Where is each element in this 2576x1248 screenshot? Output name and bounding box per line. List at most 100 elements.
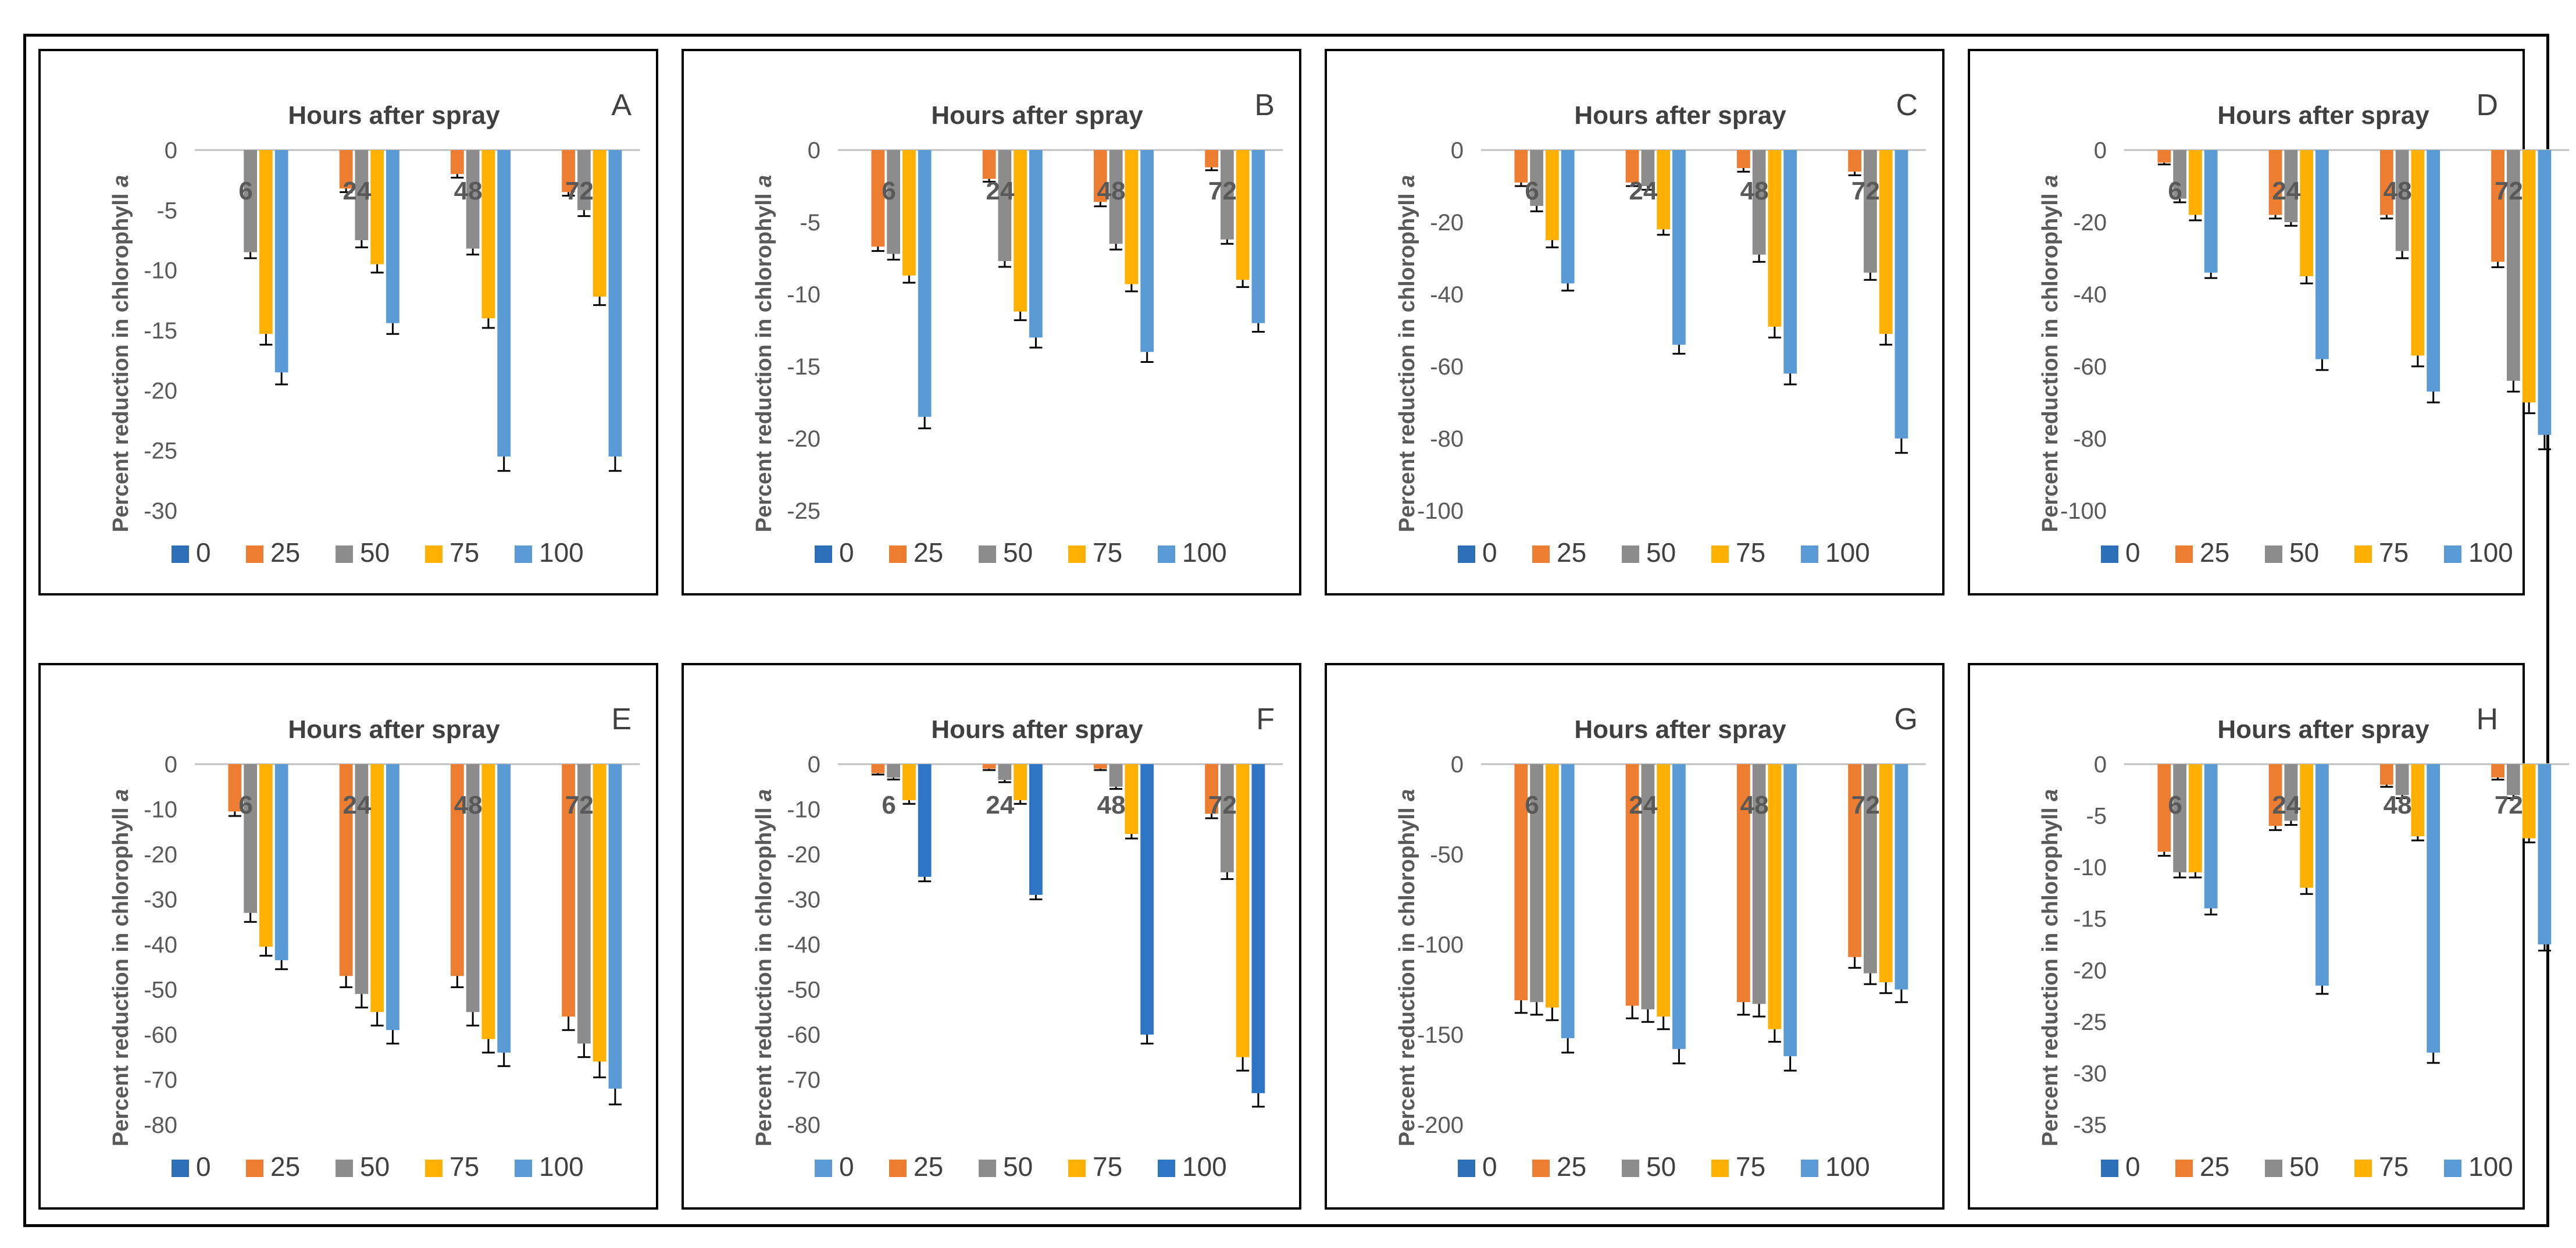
error-bar — [1783, 373, 1797, 386]
bar-25-72h — [2491, 150, 2504, 262]
legend-swatch-25 — [246, 545, 263, 563]
bar-25-72h — [1205, 764, 1218, 814]
error-bar — [2284, 821, 2297, 826]
bar-25-48h — [1736, 150, 1750, 168]
bar-75-72h — [593, 150, 606, 297]
legend-swatch-50 — [1622, 1160, 1639, 1177]
y-tick-label: -100 — [1417, 498, 1464, 524]
panel-letter: A — [611, 88, 631, 122]
y-tick-label: -100 — [1417, 932, 1464, 958]
legend-label-75: 75 — [2379, 1151, 2409, 1182]
bar-100-6h — [1561, 150, 1575, 284]
chart-title: Hours after spray — [2217, 715, 2429, 744]
error-bar — [2157, 851, 2171, 857]
bar-50-24h — [355, 150, 369, 240]
y-tick-label: -10 — [2073, 855, 2107, 880]
bar-50-6h — [2173, 150, 2187, 199]
chart-title: Hours after spray — [1574, 715, 1786, 744]
legend-swatch-0 — [1458, 1160, 1475, 1177]
legend-swatch-25 — [1532, 545, 1550, 563]
legend-label-75: 75 — [1093, 537, 1122, 568]
y-tick-label: -80 — [787, 1112, 820, 1138]
error-bar — [2204, 908, 2218, 916]
bar-50-24h — [1641, 150, 1655, 186]
y-tick-label: -70 — [787, 1068, 820, 1093]
error-bar — [386, 323, 399, 335]
error-bar — [1737, 168, 1750, 173]
y-tick-label: -50 — [144, 978, 177, 1003]
legend-swatch-75 — [2354, 545, 2372, 563]
legend-label-0: 0 — [1482, 1151, 1497, 1182]
error-bar — [2427, 391, 2440, 404]
error-bar — [1251, 323, 1265, 333]
bar-25-24h — [1625, 150, 1639, 183]
y-tick-label: -10 — [144, 797, 177, 823]
bar-100-6h — [2204, 150, 2218, 273]
bar-75-6h — [902, 764, 916, 800]
error-bar — [259, 946, 273, 957]
error-bar — [1768, 1029, 1781, 1043]
bar-75-48h — [481, 764, 495, 1039]
error-bar — [497, 1053, 511, 1067]
error-bar — [2284, 222, 2297, 227]
chart-svg: Hours after spray A 0 -5 -10 -15 -20 -25 -30 Perc… — [109, 88, 640, 568]
error-bar — [2300, 887, 2313, 895]
y-tick-label: 0 — [165, 752, 177, 778]
error-bar — [340, 976, 353, 989]
bar-50-24h — [998, 150, 1012, 261]
bar-75-6h — [1546, 764, 1559, 1008]
legend-label-0: 0 — [839, 1151, 854, 1182]
error-bar — [1879, 334, 1893, 346]
error-bar — [1140, 1035, 1154, 1044]
error-bar — [2189, 872, 2202, 879]
bar-25-48h — [1093, 764, 1107, 769]
error-bar — [1783, 1056, 1797, 1072]
bar-50-72h — [1863, 150, 1877, 273]
legend-swatch-50 — [1622, 545, 1639, 563]
legend-swatch-0 — [2101, 1160, 2118, 1177]
y-tick-label: -60 — [1430, 354, 1464, 380]
error-bar — [355, 994, 368, 1008]
category-label: 6 — [1525, 177, 1539, 205]
error-bar — [577, 1043, 591, 1058]
legend-swatch-50 — [336, 545, 353, 563]
bar-75-72h — [1879, 150, 1893, 334]
panel-letter: F — [1256, 703, 1275, 736]
bar-100-6h — [1561, 764, 1575, 1039]
category-label: 48 — [2384, 177, 2412, 205]
bar-100-72h — [1894, 150, 1908, 438]
error-bar — [562, 1017, 575, 1031]
bar-75-24h — [2300, 764, 2314, 888]
error-bar — [1514, 1000, 1528, 1014]
legend-swatch-50 — [2265, 545, 2282, 563]
y-tick-label: -40 — [1430, 282, 1464, 308]
error-bar — [244, 912, 257, 923]
legend-label-25: 25 — [914, 537, 943, 568]
legend-swatch-50 — [979, 1160, 996, 1177]
y-tick-label: -30 — [2073, 1061, 2107, 1086]
y-tick-label: -80 — [144, 1112, 177, 1138]
error-bar — [370, 1012, 384, 1026]
legend-label-100: 100 — [1825, 537, 1870, 568]
y-tick-label: -25 — [144, 438, 177, 464]
error-bar — [2269, 826, 2282, 831]
bar-100-48h — [1140, 150, 1154, 352]
y-tick-label: -15 — [787, 354, 820, 380]
bar-100-6h — [918, 150, 932, 417]
bar-50-48h — [1109, 150, 1123, 244]
error-bar — [2411, 836, 2424, 841]
error-bar — [2538, 944, 2551, 952]
error-bar — [1029, 894, 1043, 900]
bar-75-48h — [481, 150, 495, 319]
bar-50-48h — [2395, 150, 2409, 251]
legend-swatch-25 — [1532, 1160, 1550, 1177]
chart-title: Hours after spray — [288, 715, 500, 744]
error-bar — [2507, 795, 2520, 799]
error-bar — [1848, 957, 1861, 969]
error-bar — [902, 800, 916, 805]
y-tick-label: 0 — [808, 752, 820, 778]
legend-label-25: 25 — [270, 537, 300, 568]
chart-svg: Hours after spray B 0 -5 -10 -15 -20 -25 Percent… — [752, 88, 1283, 568]
chart-svg: Hours after spray G 0 -50 -100 -150 -200Percen… — [1395, 703, 1926, 1182]
error-bar — [608, 1089, 622, 1106]
